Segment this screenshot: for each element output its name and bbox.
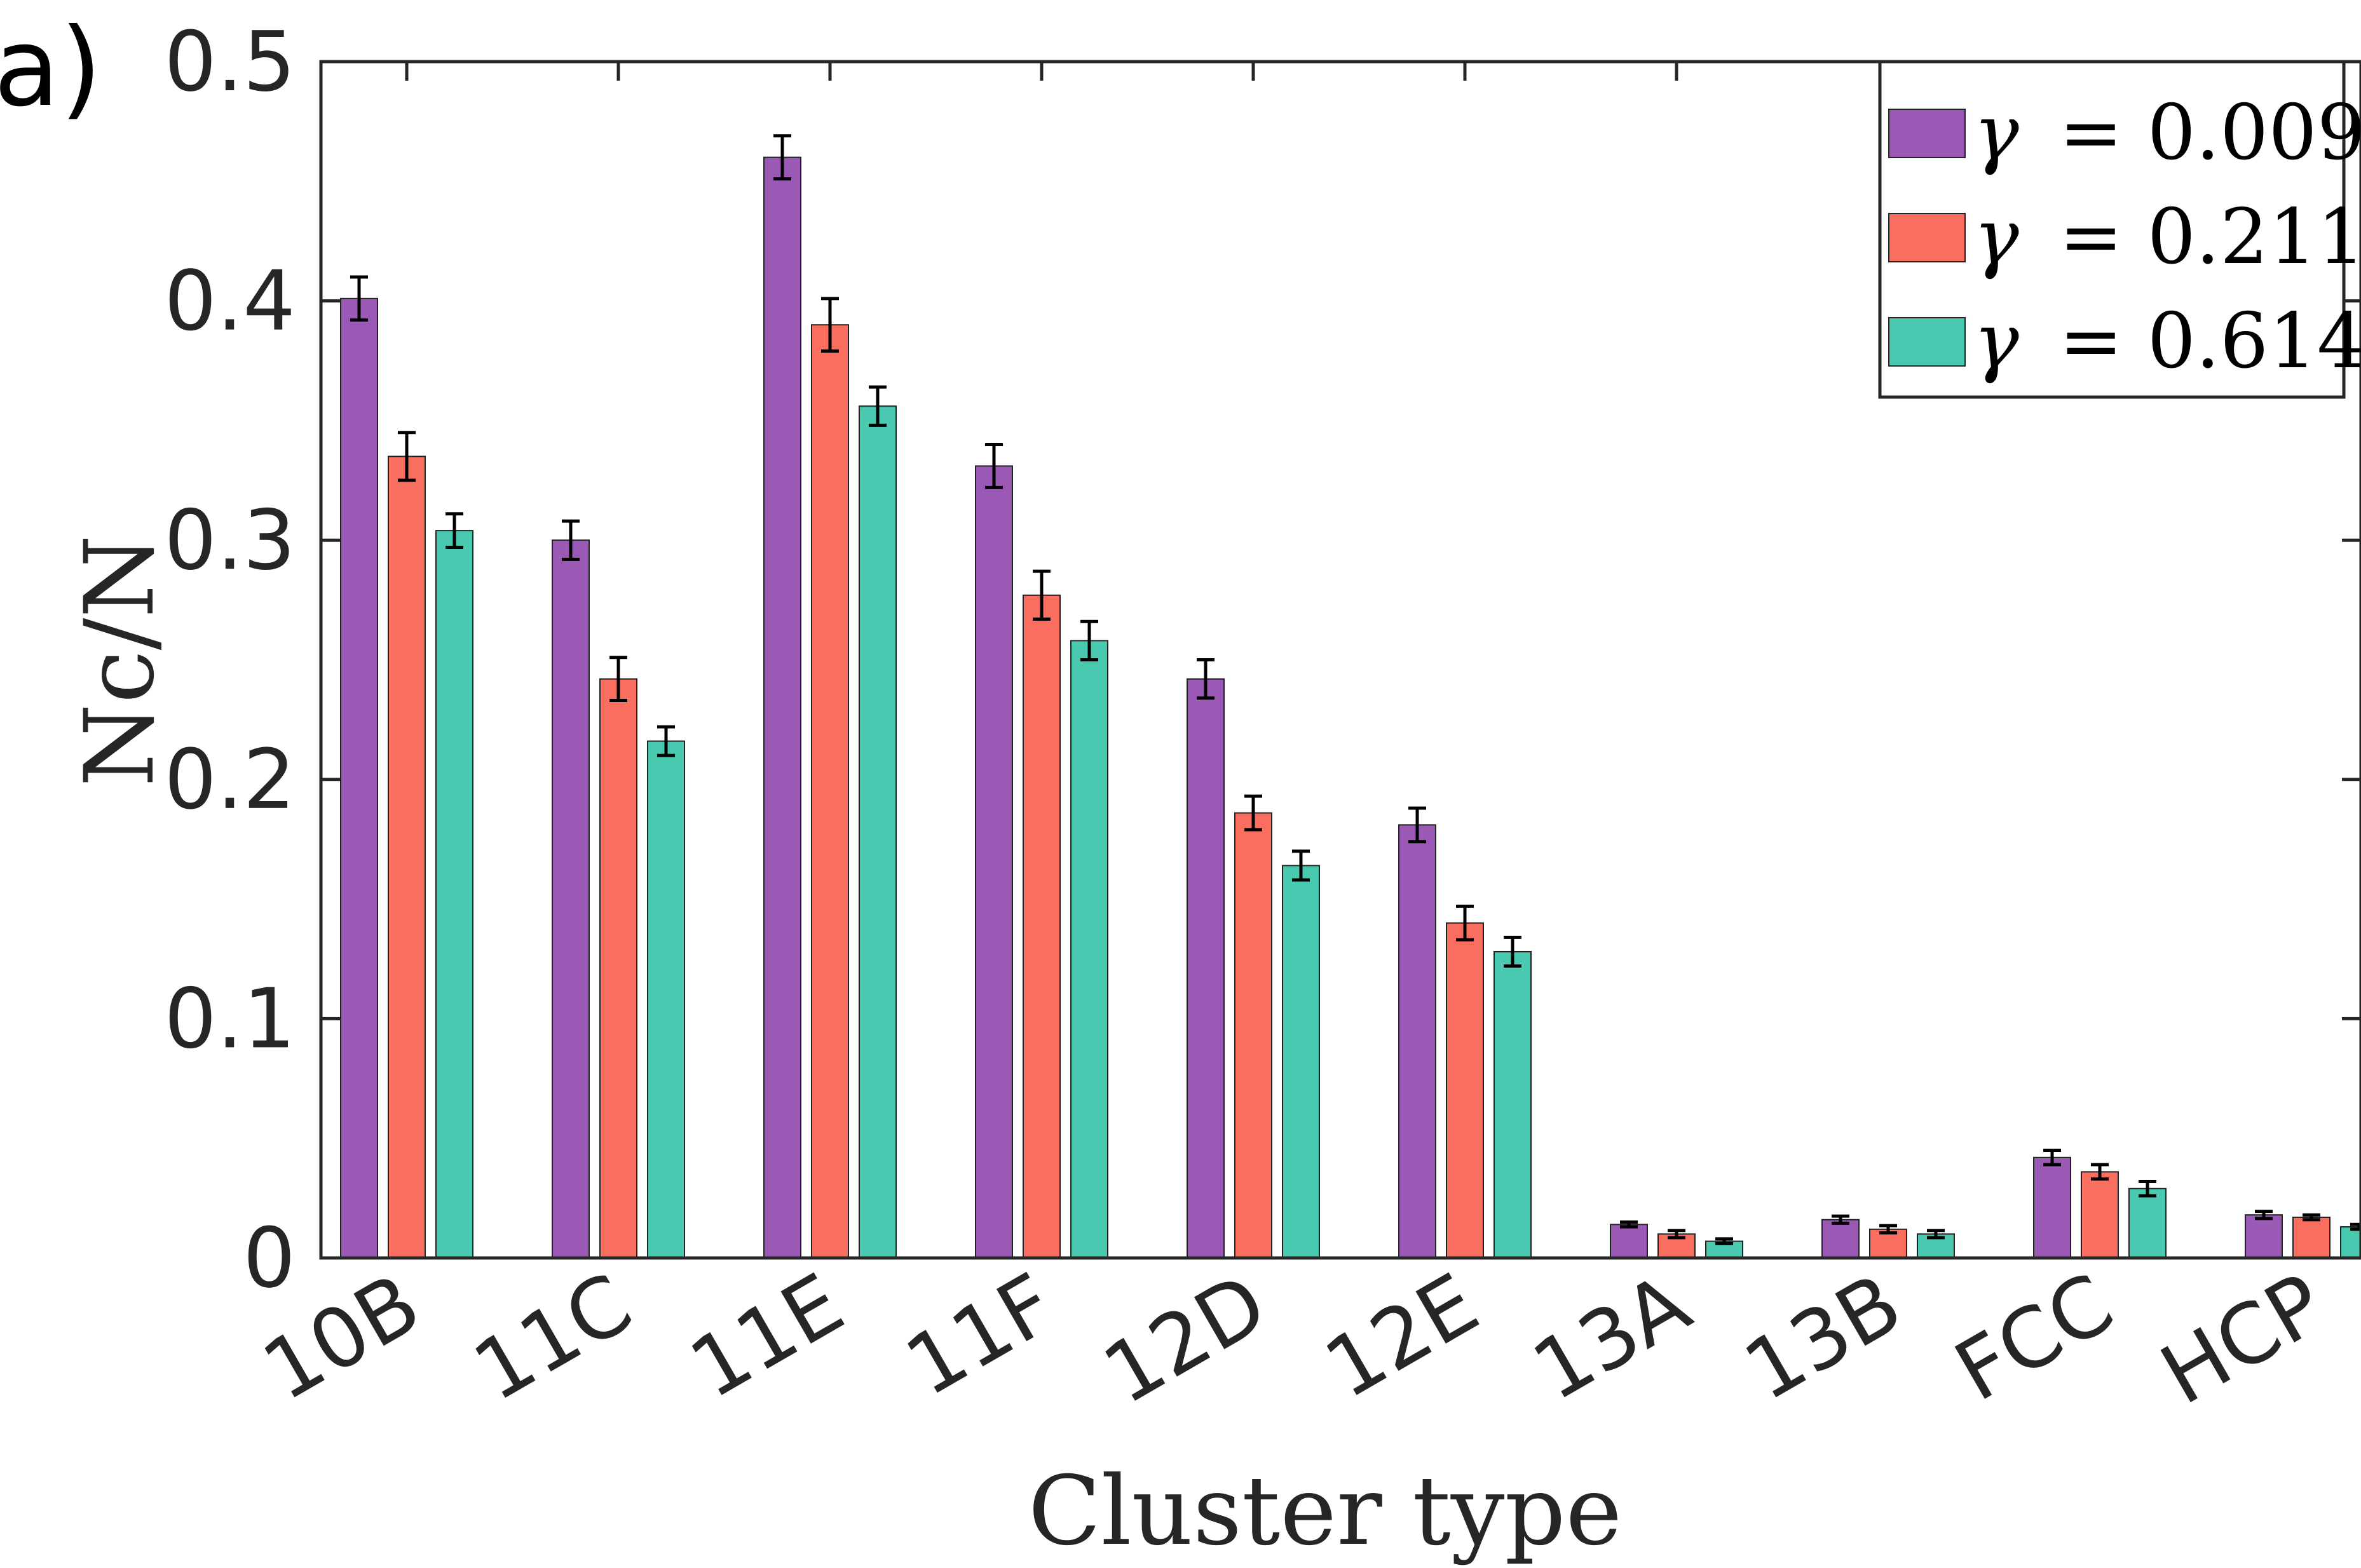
bar-FCC-series-0 [2033, 1156, 2071, 1259]
x-tick-label-FCC: FCC [1940, 1255, 2129, 1420]
x-tick-labels: 10B 11C 11E 11F 12D 12E 13A 13B FCC HCP [247, 1255, 2340, 1423]
bar-11F-series-2 [1070, 640, 1108, 1259]
panel-label: a) [0, 5, 102, 131]
y-tick-label: 0.5 [164, 13, 296, 110]
legend-symbol-0: γ [1973, 89, 2019, 177]
legend-swatch-1 [1888, 213, 1966, 262]
y-tick-labels: 0 0.1 0.2 0.3 0.4 0.5 [164, 13, 296, 1306]
x-axis-title: Cluster type [1028, 1456, 1623, 1567]
x-tick-label-13A: 13A [1517, 1255, 1705, 1419]
bar-11F-series-0 [975, 465, 1013, 1259]
bar-11C-series-0 [552, 539, 590, 1259]
legend-value-0: = 0.009 [2059, 89, 2361, 177]
legend-entry-1: γ = 0.211 [1888, 193, 2361, 281]
legend-entry-2: γ = 0.614 [1888, 297, 2361, 386]
bar-12E-series-0 [1398, 824, 1436, 1259]
x-tick-label-11C: 11C [458, 1255, 648, 1420]
y-tick-label: 0.1 [164, 970, 296, 1067]
y-tick-label: 0 [243, 1210, 296, 1306]
svg-text:γ = 0.211: γ = 0.211 [1973, 193, 2361, 281]
legend-swatch-2 [1888, 317, 1966, 367]
plot-area-border [319, 60, 2361, 1260]
svg-text:γ = 0.614: γ = 0.614 [1973, 297, 2361, 386]
legend-entry-0: γ = 0.009 [1888, 89, 2361, 177]
legend-symbol-1: γ [1973, 193, 2019, 281]
bar-11E-series-0 [763, 156, 801, 1259]
bar-HCP-series-2 [2340, 1226, 2361, 1259]
bar-12D-series-0 [1187, 678, 1225, 1259]
legend: γ = 0.009 γ = 0.211 γ = 0.614 [1878, 60, 2361, 399]
bar-11E-series-2 [859, 405, 897, 1259]
bar-11E-series-1 [811, 324, 849, 1259]
bar-11F-series-1 [1023, 594, 1061, 1259]
x-tick-label-12D: 12D [1088, 1255, 1283, 1423]
bars-group [340, 156, 2361, 1259]
x-tick-label-11F: 11F [890, 1255, 1070, 1415]
bar-11C-series-1 [599, 678, 637, 1259]
bar-11C-series-2 [647, 740, 685, 1259]
x-tick-label-HCP: HCP [2145, 1255, 2340, 1423]
svg-text:γ = 0.009: γ = 0.009 [1973, 89, 2361, 177]
x-tick-label-13B: 13B [1729, 1255, 1917, 1419]
x-tick-label-11E: 11E [674, 1255, 859, 1417]
bar-10B-series-1 [388, 456, 426, 1259]
legend-swatch-0 [1888, 109, 1966, 158]
bar-FCC-series-1 [2081, 1171, 2119, 1259]
bar-12D-series-2 [1282, 865, 1320, 1259]
y-axis-title: Nc/N [65, 534, 175, 787]
bar-12E-series-2 [1493, 950, 1532, 1259]
y-tick-label: 0.4 [164, 253, 296, 349]
bar-10B-series-0 [340, 297, 378, 1259]
bar-FCC-series-2 [2128, 1187, 2167, 1259]
legend-value-2: = 0.614 [2059, 297, 2361, 386]
legend-value-1: = 0.211 [2059, 193, 2361, 281]
bar-13A-series-0 [1610, 1224, 1648, 1259]
y-tick-label: 0.3 [164, 492, 296, 588]
bar-12E-series-1 [1446, 922, 1484, 1259]
bar-10B-series-2 [435, 530, 473, 1259]
y-tick-label: 0.2 [164, 731, 296, 828]
bar-13B-series-0 [1821, 1219, 1860, 1259]
legend-symbol-2: γ [1973, 297, 2019, 386]
bar-12D-series-1 [1234, 812, 1272, 1259]
bar-HCP-series-1 [2292, 1216, 2330, 1259]
x-tick-label-12E: 12E [1309, 1255, 1493, 1417]
bar-HCP-series-0 [2245, 1214, 2283, 1259]
errorbars-group [350, 134, 2361, 1245]
